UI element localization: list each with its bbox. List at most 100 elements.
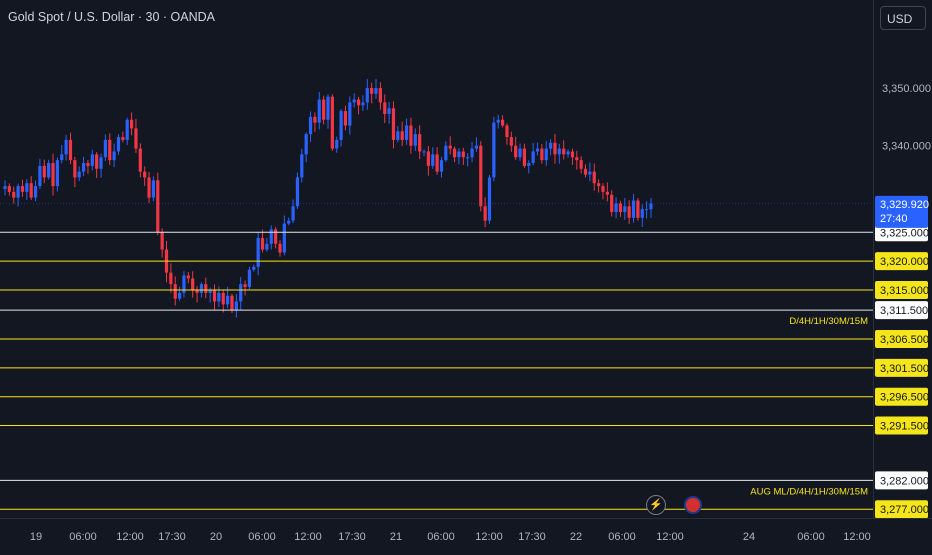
candle-body <box>274 229 278 244</box>
candle-body <box>404 125 409 140</box>
candle-body <box>348 102 352 126</box>
candle-body <box>256 238 260 267</box>
candle-body <box>169 272 173 285</box>
candle-body <box>631 200 636 218</box>
candle-body <box>549 142 553 149</box>
candle-body <box>295 177 300 207</box>
candle-body <box>531 151 535 164</box>
candle-body <box>627 206 631 218</box>
level-price-label-bg <box>875 358 928 377</box>
candle-body <box>361 102 365 106</box>
last-price-label: 3,329.920 <box>880 199 929 211</box>
candle-body <box>217 292 221 302</box>
candle-body <box>522 148 527 166</box>
candle-body <box>226 295 230 305</box>
candle-body <box>378 88 382 103</box>
candle-body <box>77 171 81 178</box>
candle-body <box>86 163 90 166</box>
level-price-label: 3,291.500 <box>880 421 929 433</box>
candle-body <box>81 163 86 172</box>
candle-body <box>199 284 204 293</box>
x-tick-label: 06:00 <box>248 531 276 543</box>
candle-body <box>518 148 522 158</box>
countdown-label: 27:40 <box>880 213 908 225</box>
candle-body <box>116 137 121 152</box>
candle-body <box>439 160 444 172</box>
candle-body <box>204 284 208 293</box>
candle-body <box>579 160 583 169</box>
us-flag-icon[interactable] <box>684 496 702 514</box>
candle-body <box>182 275 186 293</box>
lightning-icon[interactable]: ⚡ <box>646 495 666 515</box>
level-price-label: 3,296.500 <box>880 392 929 404</box>
x-tick-label: 06:00 <box>797 531 825 543</box>
candle-body <box>474 145 479 149</box>
levels-group: 3,325.000 3,320.000 3,315.000 3,311.500 D/4H… <box>0 195 929 519</box>
candle-body <box>186 275 190 279</box>
candle-body <box>605 191 609 195</box>
candle-body <box>592 171 596 184</box>
x-tick-label: 17:30 <box>338 531 366 543</box>
x-tick-label: 19 <box>30 531 42 543</box>
candle-body <box>487 177 492 221</box>
candle-body <box>330 96 334 149</box>
candle-body <box>636 200 640 218</box>
candle-body <box>514 145 518 158</box>
x-tick-label: 20 <box>210 531 222 543</box>
candle-body <box>291 206 295 221</box>
candle-body <box>466 157 470 159</box>
candle-body <box>156 180 160 233</box>
candle-body <box>383 102 387 114</box>
level-price-label: 3,320.000 <box>880 256 929 268</box>
y-axis-group: 3,350.000 3,340.000 <box>882 83 931 153</box>
candle-body <box>583 168 588 175</box>
x-tick-label: 06:00 <box>608 531 636 543</box>
candle-body <box>221 292 225 305</box>
candle-body <box>7 186 11 192</box>
candle-body <box>570 151 575 158</box>
candle-body <box>239 284 243 302</box>
candle-body <box>352 99 356 103</box>
candle-body <box>230 295 234 311</box>
currency-button[interactable]: USD <box>880 6 926 30</box>
candle-body <box>212 289 217 302</box>
level-price-label: 3,282.000 <box>880 475 929 487</box>
candle-body <box>409 125 413 146</box>
candle-body <box>308 116 313 135</box>
candle-body <box>265 243 269 250</box>
candle-body <box>457 151 461 158</box>
candle-body <box>326 96 330 120</box>
candle-body <box>108 139 112 161</box>
level-price-label-bg <box>875 387 928 406</box>
x-tick-label: 22 <box>570 531 582 543</box>
candle-body <box>562 148 566 155</box>
candle-body <box>68 139 73 161</box>
candle-body <box>103 139 107 158</box>
candle-body <box>300 154 304 178</box>
candle-body <box>33 186 38 198</box>
candle-body <box>121 137 125 140</box>
x-tick-label: 12:00 <box>475 531 503 543</box>
candle-body <box>431 154 435 166</box>
x-tick-label: 06:00 <box>427 531 455 543</box>
x-tick-label: 06:00 <box>69 531 97 543</box>
candle-body <box>566 151 570 155</box>
candle-body <box>540 148 544 161</box>
candle-body <box>479 145 483 207</box>
candle-body <box>125 119 129 140</box>
level-note: D/4H/1H/30M/15M <box>789 316 868 327</box>
level-price-label-bg <box>875 329 928 348</box>
candle-body <box>147 177 151 198</box>
candle-body <box>374 88 378 94</box>
candle-body <box>317 99 321 123</box>
candle-body <box>42 165 46 178</box>
candle-body <box>553 142 557 155</box>
x-tick-label: 21 <box>390 531 402 543</box>
level-price-label: 3,325.000 <box>880 227 929 239</box>
candle-body <box>287 220 291 224</box>
candle-body <box>177 292 182 299</box>
candle-body <box>645 209 649 211</box>
candle-body <box>614 203 618 213</box>
